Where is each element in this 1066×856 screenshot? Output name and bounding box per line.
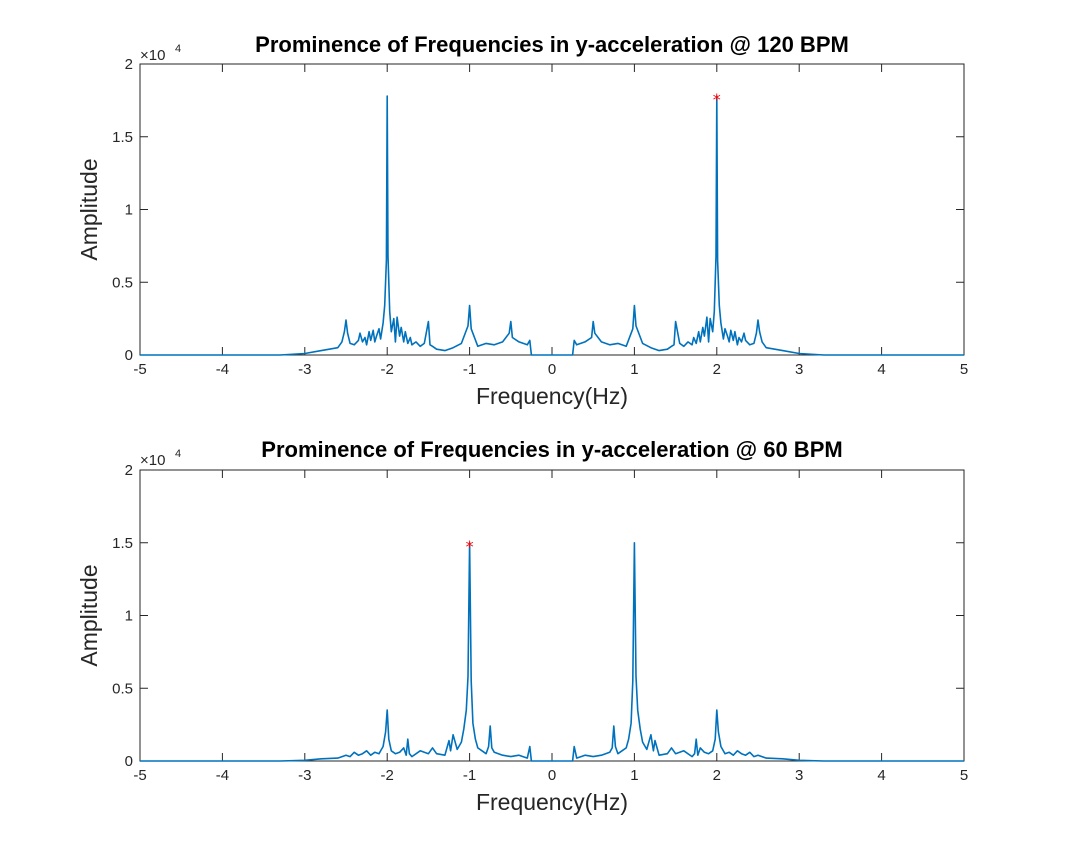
- x-tick-label: 5: [960, 767, 968, 784]
- y-tick-label: 1: [125, 608, 133, 625]
- x-tick-label: 1: [630, 767, 638, 784]
- x-tick-label: -3: [298, 361, 311, 378]
- x-axis-label: Frequency(Hz): [476, 383, 628, 409]
- series-layer: [140, 541, 964, 762]
- subplot-60-bpm: Prominence of Frequencies in y-accelerat…: [76, 437, 968, 815]
- x-tick-label: 4: [877, 767, 885, 784]
- y-exponent-base: ×10: [140, 47, 165, 64]
- chart-title: Prominence of Frequencies in y-accelerat…: [255, 32, 849, 57]
- x-tick-label: 3: [795, 767, 803, 784]
- x-axis-label: Frequency(Hz): [476, 789, 628, 815]
- y-tick-label: 2: [125, 462, 133, 479]
- y-tick-label: 0.5: [112, 680, 133, 697]
- x-tick-label: 3: [795, 361, 803, 378]
- x-tick-label: -3: [298, 767, 311, 784]
- y-exponent-label: ×10 4: [140, 448, 181, 469]
- marker-layer: *: [713, 90, 721, 109]
- x-tick-label: 1: [630, 361, 638, 378]
- x-tick-label: -2: [381, 767, 394, 784]
- x-tick-label: 5: [960, 361, 968, 378]
- x-tick-label: 4: [877, 361, 885, 378]
- y-tick-label: 2: [125, 56, 133, 73]
- subplot-120-bpm: Prominence of Frequencies in y-accelerat…: [76, 32, 968, 409]
- x-ticks: -5 -4 -3 -2 -1 0 1 2 3 4 5: [133, 64, 968, 378]
- y-tick-label: 1: [125, 202, 133, 219]
- y-ticks: 0 0.5 1 1.5 2: [112, 462, 964, 770]
- series-line: [140, 541, 964, 762]
- x-tick-label: 0: [548, 767, 556, 784]
- series-line: [140, 95, 964, 356]
- x-tick-label: -5: [133, 361, 146, 378]
- x-tick-label: -4: [216, 361, 229, 378]
- y-exponent-power: 4: [175, 448, 181, 460]
- x-tick-label: 2: [713, 361, 721, 378]
- y-tick-label: 1.5: [112, 129, 133, 146]
- y-exponent-base: ×10: [140, 452, 165, 469]
- y-axis-label: Amplitude: [76, 158, 102, 260]
- x-tick-label: -5: [133, 767, 146, 784]
- x-tick-label: -4: [216, 767, 229, 784]
- peak-marker: *: [466, 537, 474, 556]
- peak-marker: *: [713, 90, 721, 109]
- x-tick-label: -1: [463, 767, 476, 784]
- x-ticks: -5 -4 -3 -2 -1 0 1 2 3 4 5: [133, 470, 968, 784]
- y-exponent-label: ×10 4: [140, 43, 181, 64]
- y-exponent-power: 4: [175, 43, 181, 55]
- y-tick-label: 0: [125, 347, 133, 364]
- x-tick-label: -2: [381, 361, 394, 378]
- y-tick-label: 1.5: [112, 535, 133, 552]
- x-tick-label: 2: [713, 767, 721, 784]
- x-tick-label: 0: [548, 361, 556, 378]
- y-tick-label: 0: [125, 753, 133, 770]
- y-tick-label: 0.5: [112, 274, 133, 291]
- chart-title: Prominence of Frequencies in y-accelerat…: [261, 437, 842, 462]
- series-layer: [140, 95, 964, 356]
- y-axis-label: Amplitude: [76, 564, 102, 666]
- marker-layer: *: [466, 537, 474, 556]
- x-tick-label: -1: [463, 361, 476, 378]
